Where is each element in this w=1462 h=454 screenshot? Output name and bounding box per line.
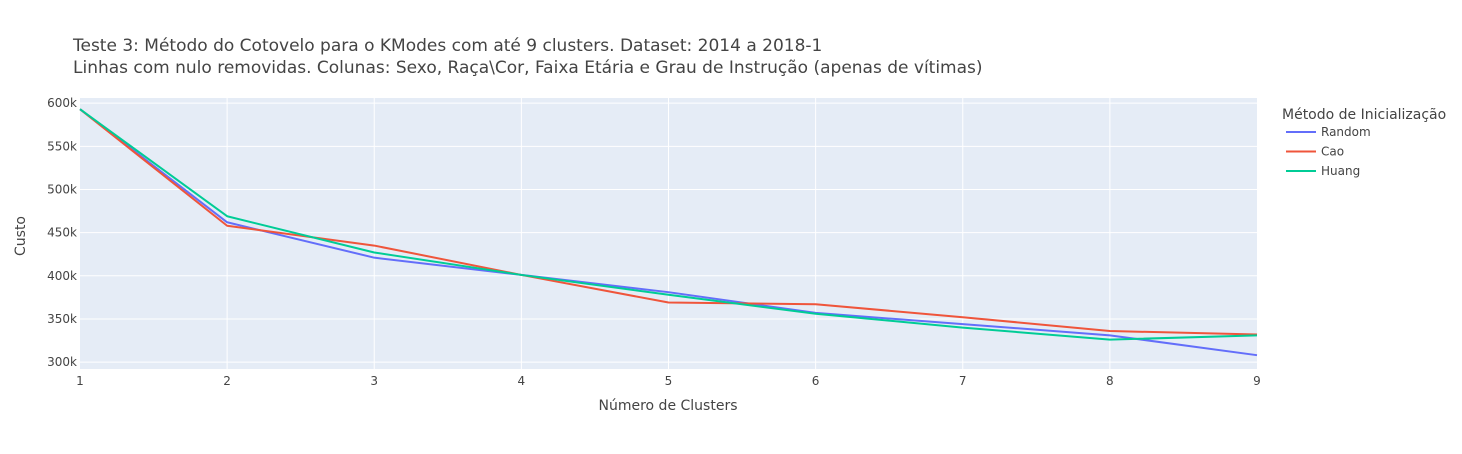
legend-item-huang[interactable]: Huang (1286, 164, 1360, 178)
y-tick-label: 600k (47, 96, 77, 110)
y-tick-labels: 300k 350k 400k 450k 500k 550k 600k (47, 96, 77, 369)
x-gridlines (226, 98, 1111, 369)
legend-label: Random (1321, 125, 1371, 139)
x-axis-title: Número de Clusters (599, 398, 738, 414)
series-line-cao[interactable] (79, 108, 1258, 336)
legend-item-cao[interactable]: Cao (1286, 145, 1344, 159)
legend-title: Método de Inicialização (1282, 107, 1446, 123)
y-tick-label: 550k (47, 139, 77, 153)
y-tick-label: 300k (47, 355, 77, 369)
x-tick-labels: 1 2 3 4 5 6 7 8 9 (76, 374, 1261, 388)
x-tick-label: 6 (812, 374, 820, 388)
x-tick-label: 7 (959, 374, 967, 388)
series-line-huang[interactable] (79, 108, 1258, 341)
x-tick-label: 1 (76, 374, 84, 388)
legend-items: Random Cao Huang (1286, 125, 1371, 178)
series-line-random[interactable] (79, 108, 1258, 357)
x-tick-label: 9 (1253, 374, 1261, 388)
x-tick-label: 8 (1106, 374, 1114, 388)
legend-item-random[interactable]: Random (1286, 125, 1371, 139)
y-tick-label: 350k (47, 312, 77, 326)
y-tick-label: 400k (47, 269, 77, 283)
y-tick-label: 450k (47, 226, 77, 240)
legend-label: Huang (1321, 164, 1360, 178)
chart-title-line-2: Linhas com nulo removidas. Colunas: Sexo… (73, 58, 983, 78)
legend: Método de Inicialização Random Cao Huang (1282, 107, 1446, 178)
y-tick-label: 500k (47, 182, 77, 196)
x-tick-label: 2 (223, 374, 231, 388)
chart-title-line-1: Teste 3: Método do Cotovelo para o KMode… (72, 36, 822, 56)
x-tick-label: 5 (665, 374, 673, 388)
y-axis-title: Custo (13, 216, 29, 256)
x-tick-label: 4 (518, 374, 526, 388)
x-tick-label: 3 (370, 374, 378, 388)
series-lines (79, 108, 1258, 357)
legend-label: Cao (1321, 145, 1344, 159)
